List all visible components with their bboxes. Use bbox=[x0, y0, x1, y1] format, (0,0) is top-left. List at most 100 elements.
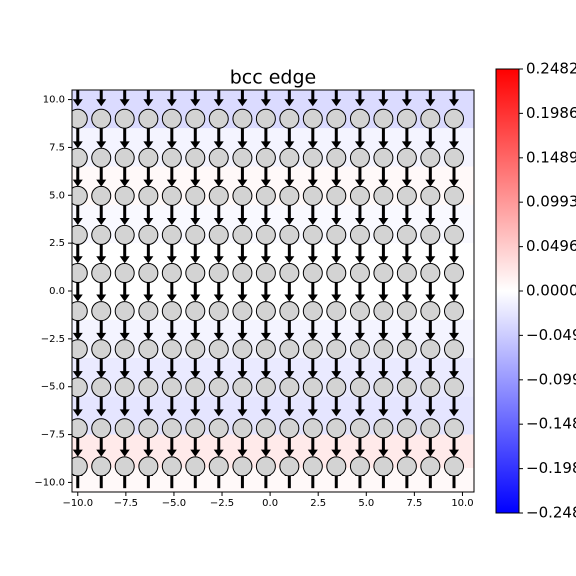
atom bbox=[349, 301, 370, 322]
atom bbox=[255, 147, 276, 168]
arrow-head bbox=[401, 294, 412, 302]
chart-title: bcc edge bbox=[230, 67, 317, 89]
atom bbox=[349, 456, 370, 477]
arrow-head bbox=[331, 371, 342, 379]
arrow-head bbox=[260, 332, 271, 340]
arrow bbox=[354, 90, 365, 107]
atom bbox=[349, 224, 370, 245]
arrow-head bbox=[401, 449, 412, 457]
atom bbox=[302, 108, 323, 129]
arrow-head bbox=[237, 409, 248, 417]
atom bbox=[208, 339, 229, 360]
arrow-head bbox=[190, 217, 201, 225]
arrow-head bbox=[284, 294, 295, 302]
arrow-head bbox=[448, 294, 459, 302]
arrow-head bbox=[307, 294, 318, 302]
arrow bbox=[448, 90, 459, 107]
arrow-head bbox=[401, 179, 412, 187]
atom bbox=[232, 224, 253, 245]
arrow-head bbox=[354, 179, 365, 187]
y-tick-label: 7.5 bbox=[49, 142, 65, 153]
atom bbox=[255, 301, 276, 322]
atom bbox=[396, 147, 417, 168]
arrow-head bbox=[213, 256, 224, 264]
arrow-head bbox=[448, 99, 459, 107]
arrow-head bbox=[425, 332, 436, 340]
atom bbox=[373, 147, 394, 168]
arrow-head bbox=[260, 294, 271, 302]
arrow-head bbox=[213, 99, 224, 107]
arrow-head bbox=[401, 141, 412, 149]
arrow-head bbox=[260, 141, 271, 149]
atom bbox=[91, 147, 112, 168]
atom bbox=[420, 456, 441, 477]
arrow-head bbox=[166, 294, 177, 302]
colorbar-tick-label: −0.0993 bbox=[526, 370, 576, 388]
arrow-head bbox=[166, 409, 177, 417]
arrow-head bbox=[166, 449, 177, 457]
arrow-head bbox=[119, 141, 130, 149]
arrow-head bbox=[260, 217, 271, 225]
arrow-head bbox=[284, 449, 295, 457]
x-tick-label: 2.5 bbox=[310, 498, 326, 509]
arrow-head bbox=[354, 256, 365, 264]
arrow-head bbox=[378, 217, 389, 225]
atom bbox=[373, 339, 394, 360]
arrow-head bbox=[237, 256, 248, 264]
arrow-head bbox=[448, 409, 459, 417]
atom bbox=[255, 224, 276, 245]
atom bbox=[72, 185, 88, 206]
arrow-head bbox=[96, 371, 107, 379]
arrow-head bbox=[119, 409, 130, 417]
atom bbox=[396, 224, 417, 245]
arrow bbox=[307, 90, 318, 107]
atom bbox=[208, 185, 229, 206]
arrow-head bbox=[448, 332, 459, 340]
colorbar-tick-label: 0.0993 bbox=[526, 193, 576, 211]
atom bbox=[91, 456, 112, 477]
arrow-head bbox=[401, 332, 412, 340]
arrow-head bbox=[401, 256, 412, 264]
arrow-head bbox=[425, 217, 436, 225]
atom bbox=[185, 456, 206, 477]
arrow-head bbox=[331, 449, 342, 457]
arrow-head bbox=[307, 99, 318, 107]
colorbar bbox=[495, 68, 520, 514]
arrow-head bbox=[166, 256, 177, 264]
atom bbox=[420, 147, 441, 168]
atom bbox=[373, 185, 394, 206]
arrow-head bbox=[331, 217, 342, 225]
arrow-head bbox=[213, 179, 224, 187]
atom bbox=[138, 224, 159, 245]
atom bbox=[161, 301, 182, 322]
x-tick-label: 5.0 bbox=[358, 498, 374, 509]
arrow-head bbox=[143, 449, 154, 457]
arrow bbox=[143, 90, 154, 107]
atom bbox=[72, 339, 88, 360]
arrow-head bbox=[425, 409, 436, 417]
atom bbox=[208, 224, 229, 245]
arrow-head bbox=[284, 141, 295, 149]
arrow-head bbox=[190, 409, 201, 417]
arrow-head bbox=[401, 99, 412, 107]
atom bbox=[443, 301, 464, 322]
arrow-head bbox=[96, 449, 107, 457]
arrow-head bbox=[354, 294, 365, 302]
atom bbox=[114, 339, 135, 360]
atom bbox=[373, 377, 394, 398]
atom bbox=[255, 263, 276, 284]
atom bbox=[114, 185, 135, 206]
atom bbox=[279, 456, 300, 477]
atom bbox=[396, 263, 417, 284]
atom bbox=[349, 108, 370, 129]
atom bbox=[326, 418, 347, 439]
arrow-head bbox=[425, 99, 436, 107]
atom bbox=[72, 263, 88, 284]
arrow-head bbox=[284, 217, 295, 225]
atom bbox=[161, 185, 182, 206]
arrow-head bbox=[96, 99, 107, 107]
atom bbox=[349, 147, 370, 168]
arrow-head bbox=[166, 332, 177, 340]
arrow-head bbox=[96, 294, 107, 302]
atom bbox=[373, 456, 394, 477]
